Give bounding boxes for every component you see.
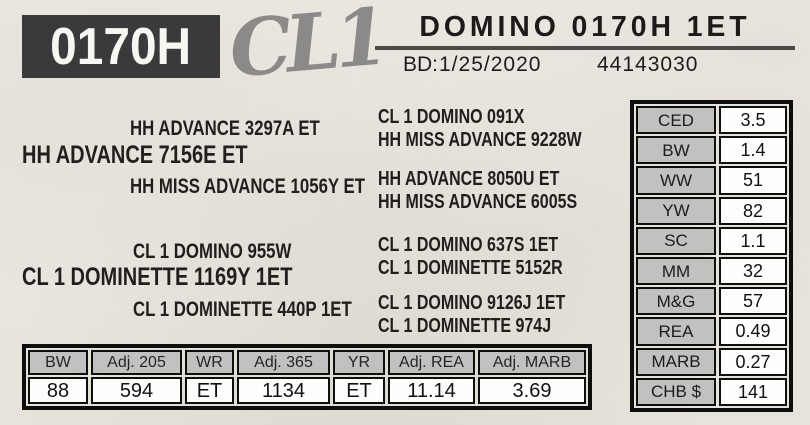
epd-table: CED 3.5 BW 1.4 WW 51 YW 82 SC 1.1 MM 32 …	[630, 100, 793, 412]
pedigree-sire-sire: HH ADVANCE 3297A ET	[130, 117, 320, 140]
brand-logo: CL1	[225, 0, 387, 96]
perf-header-cell: YR	[333, 350, 385, 375]
epd-value: 141	[719, 377, 787, 406]
perf-value-cell: 88	[28, 377, 88, 404]
perf-header-cell: Adj. 205	[91, 350, 182, 375]
tag-number-box: 0170H	[22, 15, 220, 78]
epd-label: WW	[636, 166, 716, 195]
epd-value: 1.1	[719, 226, 787, 255]
epd-row-mg: M&G 57	[636, 287, 787, 316]
epd-label: SC	[636, 226, 716, 255]
perf-value-cell: 594	[91, 377, 182, 404]
epd-label: M&G	[636, 287, 716, 316]
epd-label: REA	[636, 317, 716, 346]
tag-number: 0170H	[50, 17, 192, 76]
perf-value-cell: ET	[333, 377, 385, 404]
perf-value-cell: 3.69	[478, 377, 586, 404]
birth-date: 1/25/2020	[439, 53, 542, 76]
epd-value: 0.27	[719, 347, 787, 376]
pedigree-sire-dam: HH MISS ADVANCE 1056Y ET	[130, 175, 365, 198]
pedigree-dam-dam: CL 1 DOMINETTE 440P 1ET	[133, 298, 352, 321]
epd-value: 32	[719, 257, 787, 286]
performance-header-row: BW Adj. 205 WR Adj. 365 YR Adj. REA Adj.…	[28, 350, 586, 375]
perf-header-cell: Adj. 365	[237, 350, 330, 375]
pedigree-dam-dam-dam: CL 1 DOMINETTE 974J	[378, 315, 552, 337]
epd-value: 82	[719, 196, 787, 225]
performance-table: BW Adj. 205 WR Adj. 365 YR Adj. REA Adj.…	[22, 344, 592, 410]
epd-label: MARB	[636, 347, 716, 376]
epd-label: MM	[636, 257, 716, 286]
epd-label: CED	[636, 106, 716, 135]
perf-value-cell: ET	[185, 377, 234, 404]
pedigree-sire-dam-sire: HH ADVANCE 8050U ET	[378, 168, 560, 190]
epd-row-bw: BW 1.4	[636, 136, 787, 165]
epd-label: YW	[636, 196, 716, 225]
pedigree-sire: HH ADVANCE 7156E ET	[22, 141, 248, 169]
pedigree-dam-dam-sire: CL 1 DOMINO 9126J 1ET	[378, 292, 566, 314]
pedigree-dam-sire: CL 1 DOMINO 955W	[133, 240, 292, 263]
pedigree-sire-sire-sire: CL 1 DOMINO 091X	[378, 106, 525, 128]
epd-value: 0.49	[719, 317, 787, 346]
epd-value: 51	[719, 166, 787, 195]
bd-label: BD:	[403, 53, 439, 76]
perf-value-cell: 11.14	[388, 377, 475, 404]
epd-row-sc: SC 1.1	[636, 226, 787, 255]
epd-value: 1.4	[719, 136, 787, 165]
pedigree-dam-sire-dam: CL 1 DOMINETTE 5152R	[378, 257, 563, 279]
epd-row-ced: CED 3.5	[636, 106, 787, 135]
epd-row-chb: CHB $ 141	[636, 377, 787, 406]
epd-label: CHB $	[636, 377, 716, 406]
pedigree-dam: CL 1 DOMINETTE 1169Y 1ET	[22, 263, 293, 291]
birth-info-row: BD: 1/25/2020 44143030	[375, 53, 795, 79]
pedigree-dam-sire-sire: CL 1 DOMINO 637S 1ET	[378, 234, 559, 256]
epd-label: BW	[636, 136, 716, 165]
perf-header-cell: BW	[28, 350, 88, 375]
perf-header-cell: Adj. REA	[388, 350, 475, 375]
title-block: DOMINO 0170H 1ET BD: 1/25/2020 44143030	[375, 11, 795, 79]
epd-row-ww: WW 51	[636, 166, 787, 195]
performance-value-row: 88 594 ET 1134 ET 11.14 3.69	[28, 377, 586, 404]
perf-header-cell: WR	[185, 350, 234, 375]
epd-row-marb: MARB 0.27	[636, 347, 787, 376]
title-underline	[375, 46, 795, 50]
pedigree-sire-sire-dam: HH MISS ADVANCE 9228W	[378, 129, 582, 151]
registration-number: 44143030	[597, 53, 699, 76]
epd-row-yw: YW 82	[636, 196, 787, 225]
epd-value: 3.5	[719, 106, 787, 135]
epd-row-rea: REA 0.49	[636, 317, 787, 346]
perf-header-cell: Adj. MARB	[478, 350, 586, 375]
epd-row-mm: MM 32	[636, 257, 787, 286]
perf-value-cell: 1134	[237, 377, 330, 404]
pedigree-sire-dam-dam: HH MISS ADVANCE 6005S	[378, 191, 578, 213]
animal-name: DOMINO 0170H 1ET	[419, 11, 751, 43]
epd-value: 57	[719, 287, 787, 316]
